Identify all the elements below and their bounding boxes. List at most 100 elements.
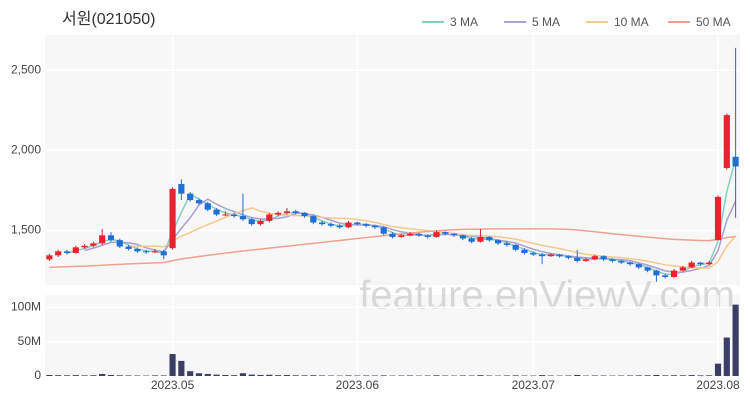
volume-tick-label: 0: [34, 368, 41, 382]
volume-bar: [538, 375, 546, 376]
x-tick-label: 2023.06: [336, 378, 380, 392]
volume-bar: [178, 360, 185, 376]
candle-body: [213, 209, 220, 215]
volume-bar: [257, 374, 264, 376]
candle-body: [556, 254, 563, 257]
volume-bar: [55, 375, 62, 376]
candle-body: [125, 246, 132, 249]
legend-label: 5 MA: [532, 15, 560, 29]
volume-bar: [239, 373, 247, 376]
volume-bar: [723, 337, 730, 376]
volume-bar: [275, 375, 282, 376]
candle-body: [512, 244, 519, 250]
candle-body: [503, 243, 510, 245]
volume-bar: [107, 374, 115, 376]
volume-bar: [459, 375, 466, 376]
candle-body: [521, 249, 528, 253]
candle-body: [63, 251, 71, 253]
candle-body: [451, 233, 458, 236]
volume-bar: [626, 375, 634, 376]
volume-bar: [116, 375, 123, 376]
candle-body: [292, 211, 299, 213]
volume-bar: [591, 375, 598, 376]
candle-body: [99, 235, 106, 244]
legend-label: 50 MA: [696, 15, 731, 29]
volume-bar: [574, 374, 581, 376]
candle-body: [72, 247, 79, 253]
candle-body: [433, 232, 440, 237]
candle-body: [530, 252, 537, 255]
candle-body: [670, 270, 678, 277]
candle-body: [116, 240, 123, 247]
volume-bar: [292, 375, 299, 376]
x-tick-label: 2023.05: [151, 378, 195, 392]
candle-body: [538, 254, 546, 257]
candle-body: [336, 225, 343, 228]
candle-body: [371, 225, 378, 228]
candle-body: [600, 256, 607, 260]
candle-body: [609, 259, 616, 261]
volume-bar: [301, 375, 308, 376]
volume-bar: [204, 373, 211, 376]
volume-bar: [63, 375, 71, 376]
candle-body: [143, 251, 150, 253]
volume-bar: [670, 375, 678, 376]
volume-bar: [697, 375, 704, 376]
candle-body: [275, 212, 282, 215]
candle-body: [591, 256, 598, 260]
candle-body: [239, 216, 247, 220]
volume-bar: [653, 374, 660, 376]
candle-body: [688, 262, 695, 268]
volume-bar: [319, 375, 326, 376]
volume-bar: [248, 374, 255, 376]
candle-body: [134, 248, 141, 252]
candle-body: [107, 235, 115, 241]
candle-body: [582, 259, 590, 261]
candle-body: [81, 245, 88, 248]
candle-body: [222, 214, 229, 216]
volume-bar: [169, 354, 176, 376]
volume-bar: [46, 374, 53, 376]
volume-tick-label: 100M: [11, 300, 41, 314]
candle-body: [90, 243, 97, 246]
candle-body: [283, 211, 291, 213]
volume-tick-label: 50M: [18, 334, 41, 348]
candle-body: [389, 233, 396, 237]
volume-bar: [151, 375, 159, 376]
candle-body: [160, 251, 167, 256]
candle-body: [231, 214, 238, 217]
candle-body: [248, 219, 255, 225]
volume-bar: [512, 375, 519, 376]
candle-body: [301, 212, 308, 217]
candle-body: [319, 222, 326, 225]
price-panel: [45, 35, 740, 285]
candle-body: [714, 196, 722, 241]
candle-body: [257, 220, 264, 225]
candle-body: [547, 254, 554, 257]
y-tick-label: 2,500: [11, 62, 41, 76]
candle-body: [442, 232, 449, 234]
candle-body: [459, 235, 466, 239]
volume-bar: [714, 363, 722, 376]
volume-bar: [222, 374, 229, 376]
candle-body: [187, 193, 194, 201]
candle-body: [574, 257, 581, 261]
candle-body: [398, 235, 405, 237]
candle-body: [169, 188, 176, 249]
candle-body: [477, 236, 484, 242]
volume-bar: [433, 375, 440, 376]
candle-body: [626, 262, 634, 265]
x-tick-label: 2023.08: [696, 378, 740, 392]
y-tick-label: 1,500: [11, 223, 41, 237]
candle-body: [723, 115, 730, 169]
candle-body: [327, 224, 334, 226]
candle-body: [415, 233, 422, 236]
volume-bar: [72, 375, 79, 376]
candle-body: [494, 240, 502, 244]
candle-body: [706, 262, 713, 265]
volume-bar: [732, 304, 739, 376]
candle-body: [46, 255, 53, 260]
volume-bar: [380, 375, 387, 376]
volume-bar: [160, 375, 167, 376]
